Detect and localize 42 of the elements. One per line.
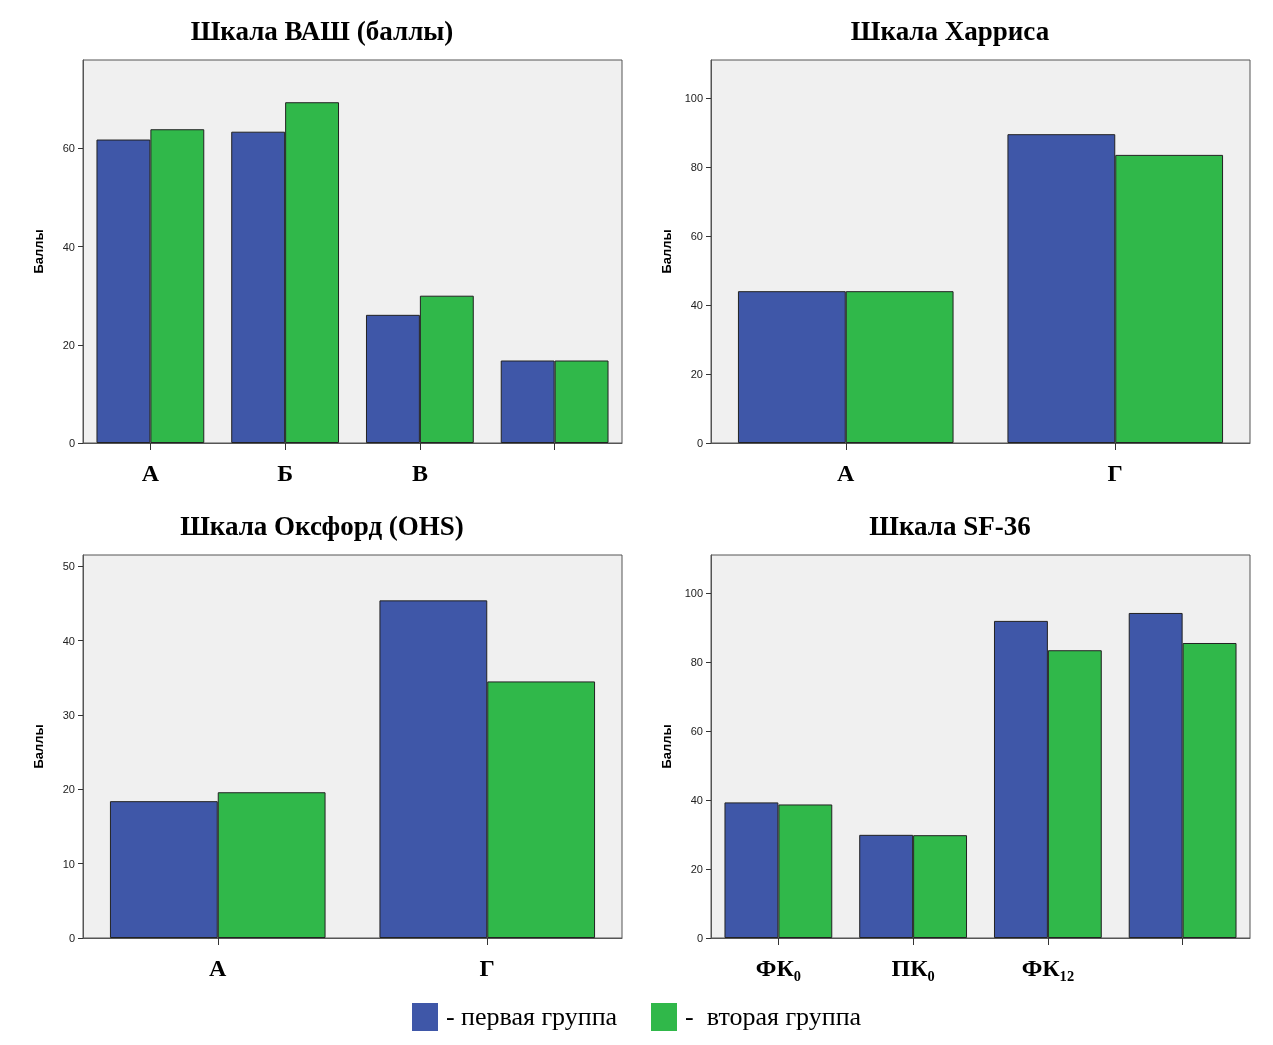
y-tick-label: 80 <box>690 160 703 173</box>
y-tick-label: 60 <box>690 724 703 737</box>
y-tick-label: 50 <box>62 560 75 573</box>
y-tick-label: 40 <box>62 634 75 647</box>
chart-title: Шкала Харриса <box>850 15 1050 46</box>
chart-title: Шкала SF-36 <box>869 510 1031 541</box>
y-tick-label: 0 <box>68 932 75 944</box>
y-tick-label: 10 <box>62 857 75 870</box>
y-axis-title: Баллы <box>659 724 674 769</box>
x-tick-label: Г <box>479 955 495 981</box>
x-tick-label: В <box>411 460 428 486</box>
legend-label: - первая группа <box>445 1002 618 1032</box>
x-tick-label: А <box>837 460 856 486</box>
y-tick-label: 20 <box>62 338 75 351</box>
y-tick-label: 100 <box>684 586 703 599</box>
y-tick-label: 0 <box>696 437 703 449</box>
x-tick-label: ПК₀ <box>891 955 935 981</box>
legend-label: - вторая группа <box>685 1002 862 1032</box>
x-tick-label: А <box>141 460 160 486</box>
x-tick-label: Г <box>1107 460 1123 486</box>
y-tick-label: 20 <box>690 367 703 380</box>
y-tick-label: 30 <box>62 708 75 721</box>
x-tick-label: ФК₁₂ <box>1021 955 1075 981</box>
chart-title: Шкала ВАШ (баллы) <box>190 15 454 46</box>
x-tick-label: ФК₀ <box>755 955 801 981</box>
chart-title: Шкала Оксфорд (OHS) <box>180 510 464 541</box>
y-tick-label: 0 <box>696 932 703 944</box>
y-axis-title: Баллы <box>659 229 674 274</box>
y-tick-label: 40 <box>690 298 703 311</box>
y-tick-label: 20 <box>62 783 75 796</box>
y-tick-label: 60 <box>62 142 75 155</box>
y-axis-title: Баллы <box>31 229 46 274</box>
y-tick-label: 40 <box>690 793 703 806</box>
x-tick-label: Б <box>277 460 294 486</box>
y-axis-title: Баллы <box>31 724 46 769</box>
x-tick-label: А <box>209 955 228 981</box>
y-tick-label: 60 <box>690 229 703 242</box>
y-tick-label: 100 <box>684 91 703 104</box>
y-tick-label: 0 <box>68 437 75 449</box>
y-tick-label: 40 <box>62 240 75 253</box>
y-tick-label: 20 <box>690 862 703 875</box>
y-tick-label: 80 <box>690 655 703 668</box>
